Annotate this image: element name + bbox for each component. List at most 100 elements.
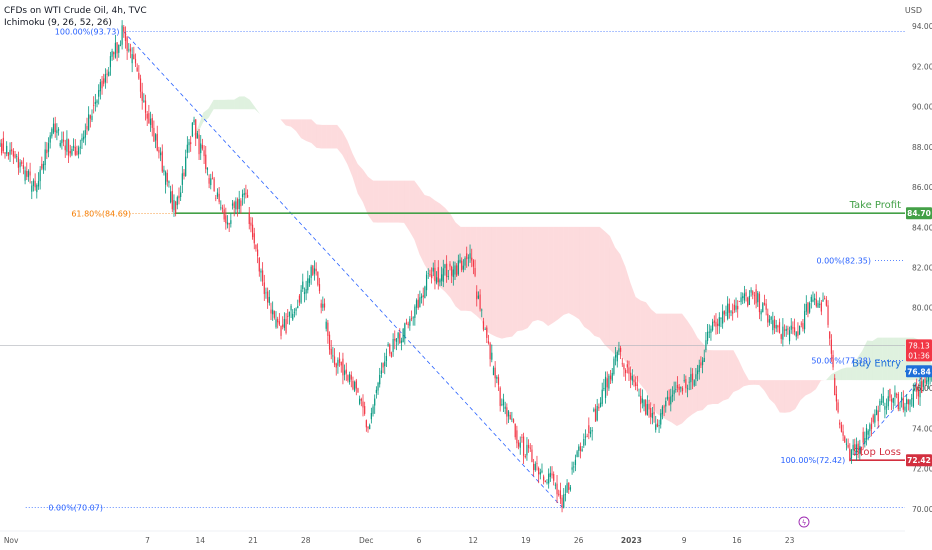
cloud-segment [450,213,456,307]
candle-body [133,54,135,60]
fib-label-618-left: 61.80%(84.69) [71,209,131,218]
candle-body [178,195,180,199]
candle-body [576,451,578,457]
cloud-segment [815,380,821,390]
candle-body [696,370,699,375]
candle-body [51,128,53,137]
candle-body [641,398,643,403]
candle-body [767,313,769,323]
candle-body [461,260,463,271]
candle-body [198,134,200,155]
cloud-segment [826,374,832,381]
cloud-segment [517,226,523,332]
candle-body [293,311,296,313]
y-tick-label: 86.00 [912,183,932,192]
cloud-segment [522,226,528,331]
candle-body [251,224,254,238]
cloud-segment [347,140,353,178]
candle-body [919,381,921,398]
candle-body [404,323,406,339]
candle-body [747,297,749,306]
candle-body [598,406,600,409]
candle-body [283,318,285,328]
candle-body [663,406,665,408]
candle-body [148,113,150,124]
candle-body [745,292,747,297]
candle-body [812,299,814,302]
candle-body [511,418,513,420]
candle-body [216,192,219,197]
candle-body [733,304,735,311]
cloud-segment [862,340,868,381]
candle-body [681,387,684,392]
candle-body [479,294,481,310]
candle-body [320,303,322,308]
candle-body [83,136,85,140]
y-tick-label: 74.00 [912,424,932,433]
cloud-segment [388,180,394,223]
candle-body [583,438,585,446]
y-tick-label: 90.00 [912,103,932,112]
cloud-segment [203,108,209,123]
candle-body [798,325,801,335]
candle-body [618,348,620,352]
candle-body [722,311,724,324]
candle-body [424,286,426,299]
cloud-segment [697,337,703,412]
candle-body [544,480,546,482]
cloud-segment [352,153,358,194]
candle-body [907,399,909,405]
cloud-segment [486,226,492,335]
candle-body [364,406,366,414]
candle-body [591,430,593,432]
candle-body [516,430,518,444]
candle-body [877,410,879,422]
candle-body [123,26,125,32]
cloud-segment [738,359,744,390]
candle-body [32,180,35,186]
candle-body [380,370,382,374]
candle-body [917,388,919,397]
x-tick-label: Nov [4,536,19,545]
cloud-segment [877,337,883,381]
candle-body [439,279,441,283]
candle-body [768,319,771,323]
candle-body [275,319,277,328]
candle-body [74,146,76,155]
candle-body [118,44,120,53]
candle-body [81,138,83,141]
candle-body [226,222,229,225]
cloud-segment [419,187,425,265]
cloud-segment [378,180,384,223]
candle-body [695,374,697,380]
y-tick-label: 72.00 [912,465,932,474]
candle-body [272,309,274,315]
stop-loss-tag [906,454,932,467]
candle-body [273,311,275,318]
candle-body [793,327,796,333]
candle-body [467,257,469,259]
candle-body [740,297,742,302]
candle-body [165,171,167,185]
candle-body [121,25,123,45]
candle-body [787,328,789,330]
candle-body [330,348,332,355]
candle-body [369,424,371,430]
candle-body [892,397,894,403]
candle-body [397,332,399,339]
candle-body [844,436,846,443]
candle-body [650,408,652,417]
candle-body [616,351,618,362]
candle-body [599,402,602,407]
candle-body [213,178,215,192]
candle-body [630,372,632,380]
cloud-segment [754,380,760,385]
candle-body [99,82,101,92]
candle-body [317,271,319,285]
candle-body [290,305,292,311]
candle-body [631,375,633,381]
candle-body [499,387,501,406]
cloud-segment [584,226,590,331]
candle-body [780,334,782,339]
